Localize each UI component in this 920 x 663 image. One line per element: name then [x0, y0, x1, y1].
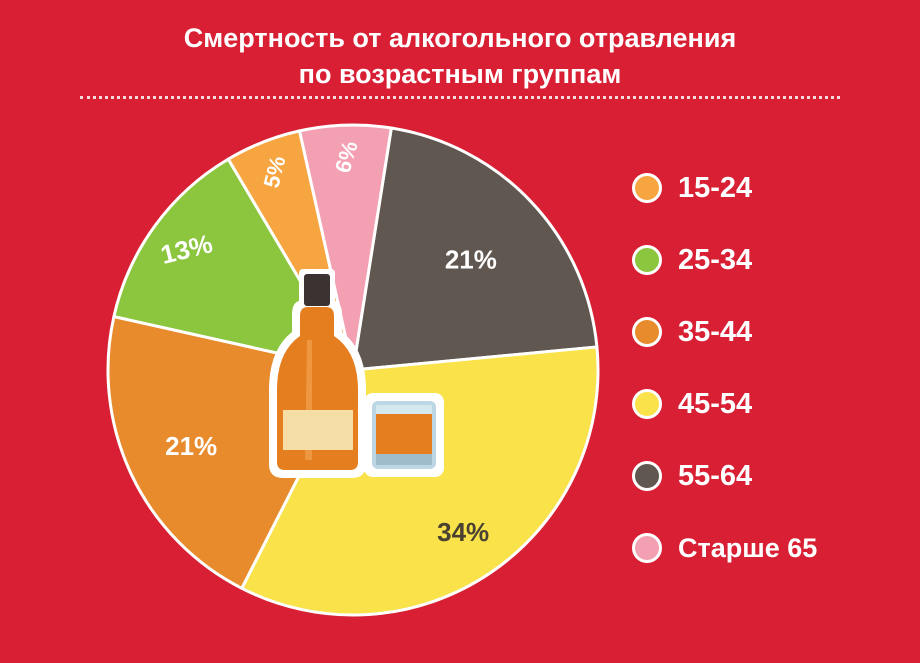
chart-title-line-1: Смертность от алкогольного отравления [183, 23, 737, 53]
pie-slice-55-64 [351, 126, 599, 372]
chart-legend: 15-24 25-34 35-44 45-54 55-64 Старше 65 [632, 170, 817, 602]
legend-item-45-54: 45-54 [632, 386, 817, 422]
legend-label: 35-44 [678, 315, 753, 348]
legend-item-25-34: 25-34 [632, 242, 817, 278]
legend-item-55-64: 55-64 [632, 458, 817, 494]
data-label-45-54: 34% [437, 517, 489, 547]
data-label-35-44: 21% [165, 431, 217, 461]
legend-item-15-24: 15-24 [632, 170, 817, 206]
legend-item-older-65: Старше 65 [632, 530, 817, 566]
legend-label: 25-34 [678, 243, 753, 276]
legend-swatch [632, 461, 662, 491]
chart-title-line-2: по возрастным группам [298, 59, 622, 89]
chart-title: Смертность от алкогольного отравления по… [0, 20, 920, 92]
pie-slice-Старше-65 [298, 123, 393, 372]
legend-swatch [632, 389, 662, 419]
legend-swatch [632, 317, 662, 347]
legend-swatch [632, 173, 662, 203]
glass-icon [364, 393, 444, 477]
legend-swatch [632, 533, 662, 563]
legend-label: 45-54 [678, 387, 753, 420]
bottle-icon [269, 269, 366, 478]
legend-label: 55-64 [678, 459, 753, 492]
legend-label: Старше 65 [678, 532, 818, 563]
data-label-55-64: 21% [445, 244, 497, 274]
legend-swatch [632, 245, 662, 275]
title-divider [80, 96, 840, 99]
legend-item-35-44: 35-44 [632, 314, 817, 350]
legend-label: 15-24 [678, 171, 753, 204]
